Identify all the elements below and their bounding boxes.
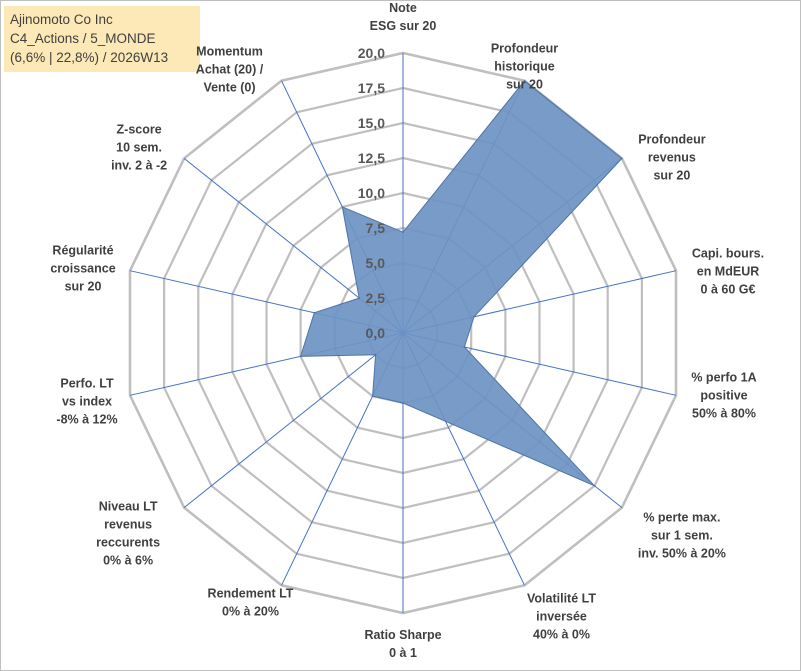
axis-label-line: revenus [104,518,152,532]
data-point [473,316,475,318]
axis-label-line: 0% à 6% [103,554,153,568]
axis-label-line: 10 sem. [116,140,162,154]
tick-label: 10,0 [358,185,385,201]
axis-label: Niveau LT revenus reccurents 0% à 6% [96,500,160,568]
axis-label-line: Profondeur [638,132,705,146]
tick-label: 12,5 [358,150,385,166]
series-area [299,79,623,487]
data-point [523,79,526,82]
axis-label-line: 0 à 60 G€ [701,283,756,297]
portfolio-path: C4_Actions / 5_MONDE [10,31,156,46]
axis-label-line: vs index [62,394,112,408]
axis-label-line: ESG sur 20 [370,19,437,33]
axis-label: Profondeur historique sur 20 [491,42,558,92]
data-point [313,312,316,314]
data-point [402,402,404,404]
data-point [374,354,377,356]
axis-label: Z-score 10 sem. inv. 2 à -2 [111,122,167,172]
axis-label-line: 0% à 20% [222,604,279,618]
data-point [358,297,361,299]
data-point [593,485,596,487]
axis-labels: Note ESG sur 20 Profondeur historique sur 20… [50,1,764,660]
axis-label-line: inv. 50% à 20% [638,547,726,561]
data-point [621,157,623,160]
axis-label-line: Note [389,1,417,15]
axis-label-line: revenus [648,150,696,164]
axis-label-line: Ratio Sharpe [364,628,441,642]
axis-label-line: inv. 2 à -2 [111,158,167,172]
axis-label-line: sur 1 sem. [651,529,713,543]
axis-label-line: Z-score [117,122,162,136]
data-point [444,420,447,423]
axis-label-line: Profondeur [491,42,558,56]
axis-label-line: inversée [536,609,587,623]
data-point [341,206,344,208]
axis-label: Volatilité LT inversée 40% à 0% [527,591,596,641]
axis-label-line: croissance [50,262,115,276]
axis-label-line: Momentum [196,45,263,59]
data-point [299,355,302,358]
axis-label: Profondeur revenus sur 20 [638,132,705,182]
axis-label-line: Niveau LT [99,500,158,514]
axis-label: Note ESG sur 20 [370,1,437,33]
radial-tick-labels: 0,0 2,5 5,0 7,5 10,0 12,5 15,0 17,5 20,0 [358,45,385,341]
data-point [463,346,466,348]
axis-label: Ratio Sharpe 0 à 1 [364,628,441,660]
axis-label-line: Régularité [52,244,113,258]
axis-label-line: 40% à 0% [533,627,590,641]
axis-label: % perfo 1A positive 50% à 80% [691,370,756,420]
radar-series [299,79,623,487]
axis-label: Perfo. LT vs index -8% à 12% [56,376,117,426]
axis-label-line: 50% à 80% [692,406,756,420]
axis-label-line: Achat (20) / [196,63,264,77]
tick-label: 5,0 [366,255,386,271]
axis-label-line: historique [494,60,554,74]
axis-label-line: 0 à 1 [389,646,417,660]
axis-label: Momentum Achat (20) / Vente (0) [196,45,264,95]
company-name: Ajinomoto Co Inc [10,12,113,27]
axis-label: Rendement LT 0% à 20% [208,586,294,618]
axis-label-line: Capi. bours. [692,247,764,261]
axis-spoke [183,332,404,508]
axis-label-line: % perfo 1A [691,370,756,384]
data-point [402,231,404,233]
axis-label-line: % perte max. [643,511,720,525]
axis-label: Capi. bours. en MdEUR 0 à 60 G€ [692,247,764,297]
chart-title-box: Ajinomoto Co Inc C4_Actions / 5_MONDE (6… [4,6,200,72]
performance-summary: (6,6% | 22,8%) / 2026W13 [10,50,169,65]
axis-label-line: positive [700,388,747,402]
tick-label: 2,5 [366,290,386,306]
axis-label-line: sur 20 [653,168,690,182]
axis-label: % perte max. sur 1 sem. inv. 50% à 20% [638,511,726,561]
axis-label: Régularité croissance sur 20 [50,244,115,294]
tick-label: 0,0 [366,325,386,341]
axis-label-line: Vente (0) [203,81,255,95]
axis-label-line: Volatilité LT [527,591,596,605]
tick-label: 20,0 [358,45,385,61]
tick-label: 7,5 [366,220,386,236]
tick-label: 15,0 [358,115,385,131]
axis-label-line: en MdEUR [697,265,760,279]
axis-label-line: -8% à 12% [56,412,117,426]
tick-label: 17,5 [358,80,385,96]
data-point [371,395,374,397]
axis-label-line: sur 20 [506,78,543,92]
axis-label-line: Rendement LT [208,586,294,600]
axis-label-line: Perfo. LT [60,376,114,390]
axis-label-line: sur 20 [65,280,102,294]
axis-label-line: reccurents [96,536,160,550]
